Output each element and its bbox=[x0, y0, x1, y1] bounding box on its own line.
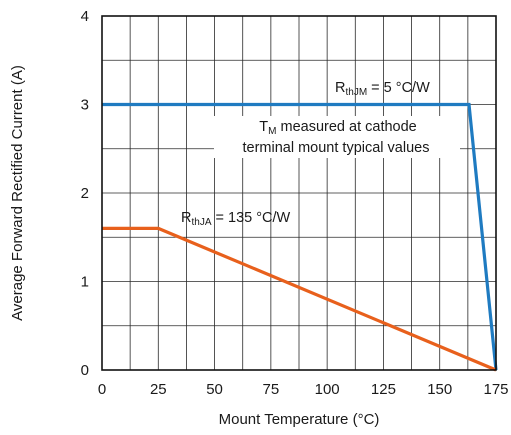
annotation-rthjm: RthJM = 5 °C/W bbox=[335, 80, 430, 98]
annotation-rthja-rest: = 135 °C/W bbox=[212, 210, 291, 226]
annotation-rthja: RthJA = 135 °C/W bbox=[181, 210, 291, 228]
annotation-note-background bbox=[214, 116, 460, 158]
series-line-2 bbox=[102, 226, 497, 372]
annotation-note-sub: M bbox=[268, 126, 276, 137]
y-axis-title: Average Forward Rectified Current (A) bbox=[9, 65, 26, 321]
y-tick-label: 4 bbox=[81, 8, 89, 25]
grid bbox=[102, 16, 496, 370]
y-tick-label: 2 bbox=[81, 185, 89, 202]
tick-labels: 0 25 50 75 100 125 150 175 0 1 2 3 4 bbox=[81, 8, 509, 398]
annotation-note-rest: measured at cathode bbox=[276, 119, 416, 135]
x-tick-label: 75 bbox=[263, 381, 280, 398]
annotation-rthjm-sub: thJM bbox=[345, 87, 367, 98]
annotation-rthja-main: R bbox=[181, 210, 191, 226]
x-tick-label: 125 bbox=[371, 381, 396, 398]
x-axis-title: Mount Temperature (°C) bbox=[219, 411, 380, 428]
series-lines bbox=[102, 102, 498, 372]
annotation-note-line1: TM measured at cathode bbox=[259, 119, 416, 137]
annotation-rthja-sub: thJA bbox=[191, 217, 211, 228]
annotation-rthjm-main: R bbox=[335, 80, 345, 96]
plot-frame bbox=[101, 15, 497, 371]
annotation-note-line2: terminal mount typical values bbox=[243, 140, 430, 156]
x-tick-label: 50 bbox=[206, 381, 223, 398]
x-tick-label: 175 bbox=[483, 381, 508, 398]
y-tick-label: 0 bbox=[81, 362, 89, 379]
y-tick-label: 1 bbox=[81, 274, 89, 291]
x-tick-label: 150 bbox=[427, 381, 452, 398]
annotation-rthjm-rest: = 5 °C/W bbox=[367, 80, 430, 96]
y-tick-label: 3 bbox=[81, 97, 89, 114]
x-tick-label: 100 bbox=[315, 381, 340, 398]
series-line-1 bbox=[102, 102, 498, 371]
x-tick-label: 0 bbox=[98, 381, 106, 398]
annotation-note-main: T bbox=[259, 119, 268, 135]
x-tick-label: 25 bbox=[150, 381, 167, 398]
